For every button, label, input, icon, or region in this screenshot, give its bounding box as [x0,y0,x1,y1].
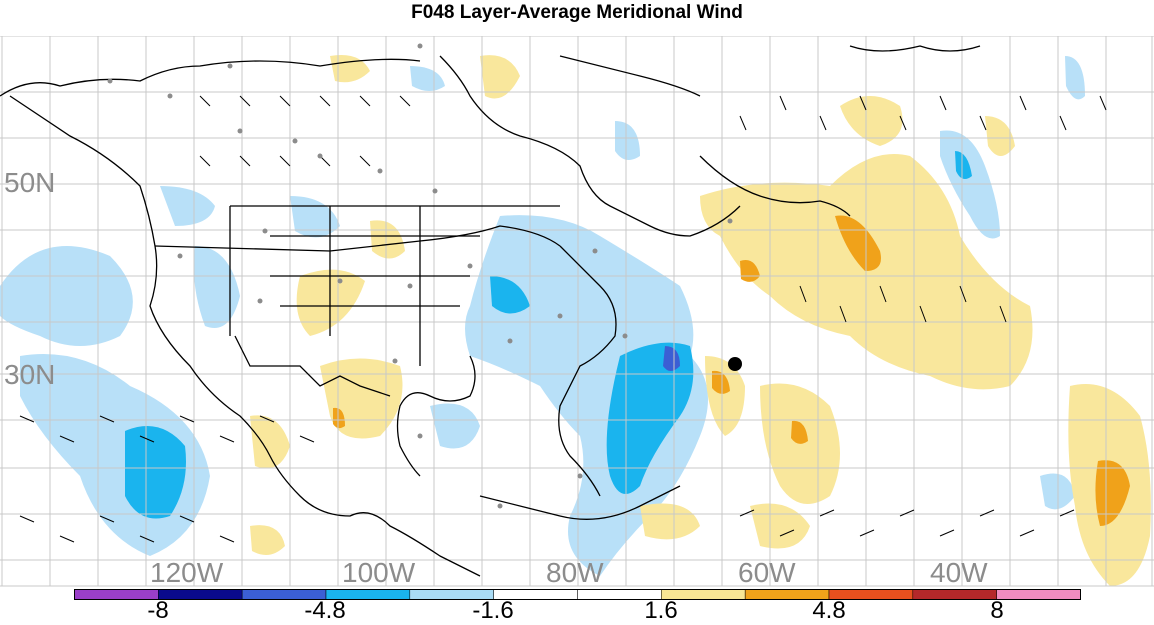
positive-region [330,55,370,83]
negative-region [1065,56,1085,100]
negative-region [0,246,133,346]
lat-lon-grid [0,36,1154,587]
lat-labels: 50N 30N [4,167,55,390]
colorbar-label: -4.8 [304,597,346,624]
colorbar-swatch [74,589,159,600]
colorbar-label: 8 [990,597,1004,624]
positive-maximum [835,215,881,271]
positive-region [296,269,365,336]
positive-region [985,116,1015,156]
chart-title: F048 Layer-Average Meridional Wind [411,2,743,23]
colorbar-label: -8 [147,597,169,624]
colorbar-label: 1.6 [644,597,678,624]
lon-label-80w: 80W [546,557,604,588]
wind-barbs [19,95,1107,543]
colorbar-label: -1.6 [472,597,514,624]
coastlines [0,45,981,577]
location-marker [728,357,742,371]
colorbar [74,589,1081,600]
positive-maximum [712,370,730,394]
lon-labels: 120W 100W 80W 60W 40W [150,557,988,588]
negative-region [193,246,240,328]
lat-label-30n: 30N [4,359,55,390]
lon-label-60w: 60W [738,557,796,588]
positive-region [840,96,903,146]
negative-region [955,151,972,180]
negative-region [160,186,215,226]
positive-region [750,503,810,549]
negative-region [430,403,480,449]
positive-region [250,415,290,469]
colorbar-label: 4.8 [812,597,846,624]
positive-region [250,525,285,555]
positive-maximum [333,407,345,429]
lon-label-120w: 120W [150,557,224,588]
positive-region [640,503,700,540]
negative-region [410,66,445,91]
negative-region [663,346,680,371]
colorbar-swatch [996,589,1081,600]
map-panel: 50N 30N 120W 100W 80W 60W 40W [0,36,1154,588]
positive-maximum [1095,460,1130,526]
lat-label-50n: 50N [4,167,55,198]
positive-maximum [791,420,808,444]
negative-region [615,121,640,160]
negative-region [606,342,694,494]
colorbar-swatch [158,589,243,600]
observation-stations [107,43,733,509]
lon-label-100w: 100W [342,557,416,588]
positive-region [480,55,520,99]
colorbar-swatch [912,589,997,600]
negative-region [125,426,186,519]
negative-region [490,276,530,314]
lon-label-40w: 40W [930,557,988,588]
